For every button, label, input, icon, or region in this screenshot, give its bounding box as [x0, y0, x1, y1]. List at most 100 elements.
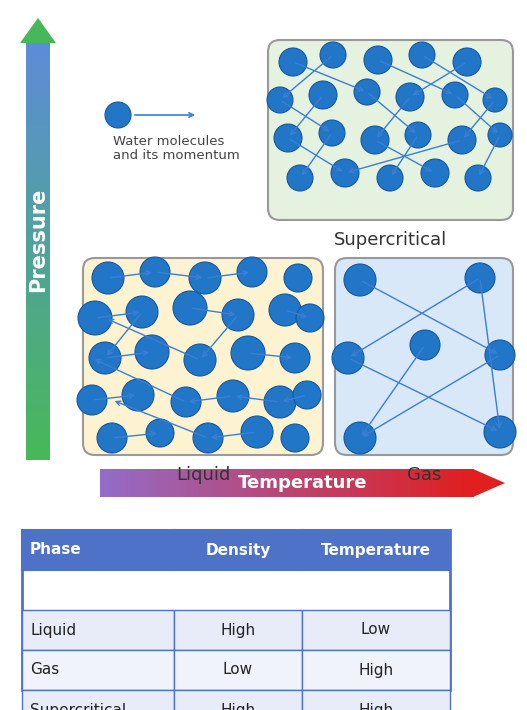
- Bar: [22, 530, 450, 690]
- Bar: [26, 217, 50, 224]
- Bar: [26, 390, 50, 398]
- Bar: [292, 469, 299, 497]
- Text: Liquid: Liquid: [30, 623, 76, 638]
- Circle shape: [184, 344, 216, 376]
- Bar: [193, 469, 200, 497]
- Circle shape: [77, 385, 107, 415]
- Circle shape: [465, 263, 495, 293]
- Polygon shape: [20, 18, 56, 43]
- Text: Temperature: Temperature: [321, 542, 431, 557]
- Circle shape: [354, 79, 380, 105]
- Circle shape: [279, 48, 307, 76]
- Bar: [106, 469, 113, 497]
- Bar: [467, 469, 473, 497]
- Bar: [442, 469, 448, 497]
- Bar: [119, 469, 125, 497]
- Bar: [355, 469, 362, 497]
- Text: Liquid: Liquid: [176, 466, 230, 484]
- Bar: [343, 469, 349, 497]
- Bar: [26, 439, 50, 446]
- Circle shape: [189, 262, 221, 294]
- Bar: [380, 469, 386, 497]
- Bar: [26, 105, 50, 112]
- Bar: [22, 690, 174, 710]
- Bar: [143, 469, 150, 497]
- Bar: [411, 469, 417, 497]
- Bar: [26, 147, 50, 154]
- Circle shape: [231, 336, 265, 370]
- Bar: [187, 469, 194, 497]
- Bar: [405, 469, 412, 497]
- Bar: [26, 446, 50, 453]
- FancyBboxPatch shape: [335, 258, 513, 455]
- Bar: [302, 690, 450, 710]
- Circle shape: [410, 330, 440, 360]
- Bar: [261, 469, 268, 497]
- Bar: [392, 469, 399, 497]
- Bar: [26, 452, 50, 460]
- Bar: [361, 469, 368, 497]
- Text: Pressure: Pressure: [28, 188, 48, 293]
- Bar: [181, 469, 188, 497]
- Circle shape: [320, 42, 346, 68]
- Bar: [26, 77, 50, 84]
- Text: High: High: [220, 702, 256, 710]
- Bar: [26, 376, 50, 383]
- Bar: [174, 690, 302, 710]
- Bar: [305, 469, 312, 497]
- Text: High: High: [220, 623, 256, 638]
- Circle shape: [296, 304, 324, 332]
- Circle shape: [442, 82, 468, 108]
- Bar: [26, 425, 50, 432]
- Bar: [423, 469, 430, 497]
- Circle shape: [78, 301, 112, 335]
- Circle shape: [122, 379, 154, 411]
- Text: Gas: Gas: [407, 466, 441, 484]
- Circle shape: [171, 387, 201, 417]
- Bar: [26, 417, 50, 425]
- Bar: [454, 469, 461, 497]
- Bar: [26, 91, 50, 99]
- Bar: [26, 182, 50, 189]
- Circle shape: [193, 423, 223, 453]
- Bar: [26, 230, 50, 238]
- Bar: [174, 610, 302, 650]
- Circle shape: [377, 165, 403, 191]
- Circle shape: [237, 257, 267, 287]
- Bar: [349, 469, 355, 497]
- Bar: [131, 469, 138, 497]
- Circle shape: [267, 87, 293, 113]
- Bar: [26, 307, 50, 314]
- Circle shape: [173, 291, 207, 325]
- Circle shape: [135, 335, 169, 369]
- Bar: [156, 469, 163, 497]
- Bar: [26, 314, 50, 321]
- Text: Temperature: Temperature: [238, 474, 367, 492]
- Circle shape: [344, 422, 376, 454]
- Text: Low: Low: [361, 623, 391, 638]
- Text: Gas: Gas: [30, 662, 59, 677]
- Bar: [302, 530, 450, 570]
- Bar: [26, 175, 50, 182]
- Bar: [230, 469, 237, 497]
- Circle shape: [364, 46, 392, 74]
- Bar: [26, 50, 50, 57]
- Bar: [436, 469, 443, 497]
- Bar: [26, 369, 50, 376]
- Bar: [26, 98, 50, 106]
- Bar: [26, 153, 50, 161]
- Bar: [330, 469, 337, 497]
- Bar: [26, 327, 50, 335]
- Bar: [268, 469, 275, 497]
- Bar: [386, 469, 393, 497]
- Circle shape: [396, 83, 424, 111]
- Bar: [26, 70, 50, 78]
- Bar: [26, 223, 50, 231]
- Bar: [22, 610, 174, 650]
- Bar: [26, 43, 50, 50]
- Circle shape: [453, 48, 481, 76]
- Bar: [26, 251, 50, 258]
- Bar: [324, 469, 330, 497]
- Circle shape: [92, 262, 124, 294]
- Circle shape: [217, 380, 249, 412]
